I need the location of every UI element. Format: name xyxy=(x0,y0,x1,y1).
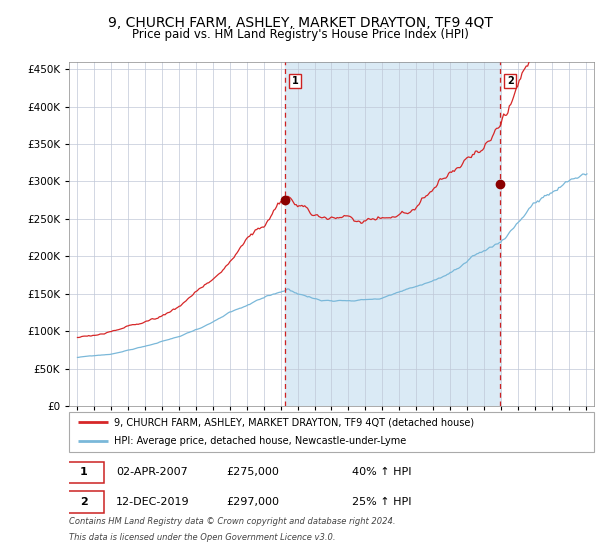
Text: £275,000: £275,000 xyxy=(227,468,280,477)
Text: 9, CHURCH FARM, ASHLEY, MARKET DRAYTON, TF9 4QT (detached house): 9, CHURCH FARM, ASHLEY, MARKET DRAYTON, … xyxy=(113,417,474,427)
FancyBboxPatch shape xyxy=(64,461,104,483)
Text: 12-DEC-2019: 12-DEC-2019 xyxy=(116,497,190,507)
Text: 25% ↑ HPI: 25% ↑ HPI xyxy=(353,497,412,507)
Text: 1: 1 xyxy=(80,468,88,477)
Text: 40% ↑ HPI: 40% ↑ HPI xyxy=(353,468,412,477)
Text: Price paid vs. HM Land Registry's House Price Index (HPI): Price paid vs. HM Land Registry's House … xyxy=(131,28,469,41)
Bar xyxy=(285,62,500,406)
Text: Contains HM Land Registry data © Crown copyright and database right 2024.: Contains HM Land Registry data © Crown c… xyxy=(69,517,395,526)
Text: 1: 1 xyxy=(292,76,298,86)
Text: 2: 2 xyxy=(507,76,514,86)
Text: This data is licensed under the Open Government Licence v3.0.: This data is licensed under the Open Gov… xyxy=(69,533,335,542)
FancyBboxPatch shape xyxy=(64,491,104,513)
Text: £297,000: £297,000 xyxy=(227,497,280,507)
Text: 2: 2 xyxy=(80,497,88,507)
Text: 9, CHURCH FARM, ASHLEY, MARKET DRAYTON, TF9 4QT: 9, CHURCH FARM, ASHLEY, MARKET DRAYTON, … xyxy=(107,16,493,30)
Text: 02-APR-2007: 02-APR-2007 xyxy=(116,468,188,477)
Text: HPI: Average price, detached house, Newcastle-under-Lyme: HPI: Average price, detached house, Newc… xyxy=(113,436,406,446)
